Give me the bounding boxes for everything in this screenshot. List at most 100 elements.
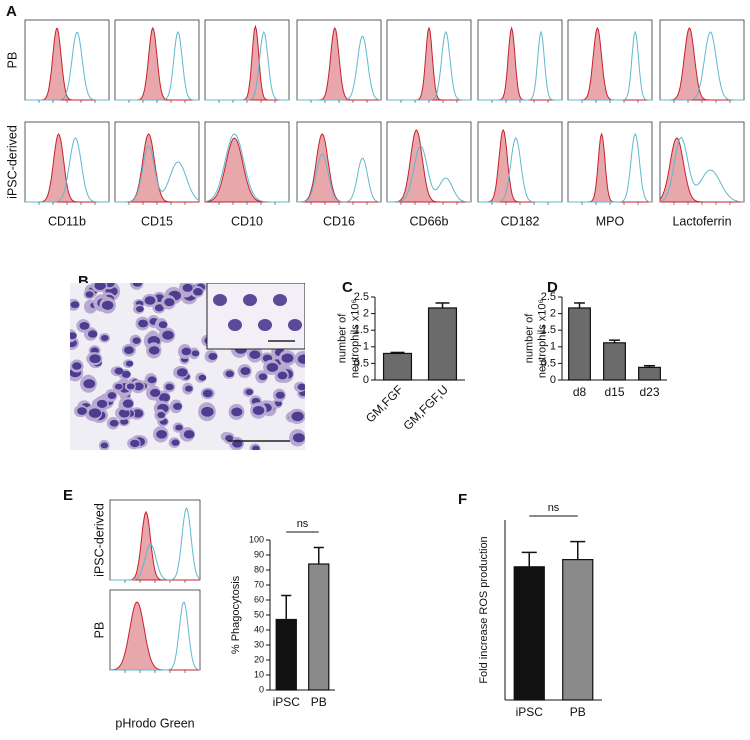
marker-label: Lactoferrin	[672, 214, 731, 228]
nucleus	[100, 442, 109, 449]
nucleus	[228, 319, 242, 331]
nucleus	[122, 399, 134, 408]
panel-label: D	[547, 279, 558, 296]
panel-label: B	[78, 273, 89, 290]
nucleus	[297, 383, 305, 391]
nucleus	[252, 445, 260, 450]
nucleus	[275, 391, 285, 399]
isotype-histogram	[659, 137, 744, 203]
isotype-histogram	[568, 132, 652, 203]
nucleus	[87, 330, 98, 338]
row-label: iPSC-derived	[5, 125, 19, 199]
isotype-histogram	[115, 133, 199, 203]
nucleus	[120, 418, 129, 425]
marker-histogram	[568, 132, 653, 203]
nucleus	[125, 360, 134, 367]
inset	[206, 283, 305, 350]
nucleus	[147, 376, 157, 384]
y-tick-label: 10	[254, 669, 264, 679]
x-tick-label: iPSC	[516, 705, 544, 719]
nucleus	[148, 346, 160, 355]
nucleus	[240, 367, 251, 375]
y-tick-label: 70	[254, 579, 264, 589]
nucleus	[135, 305, 144, 313]
x-tick-label: PB	[311, 695, 327, 709]
histogram-frame	[477, 121, 563, 203]
y-tick-label: 20	[254, 654, 264, 664]
nucleus	[281, 353, 294, 363]
nucleus	[162, 330, 174, 340]
nucleus	[249, 350, 261, 359]
nucleus	[297, 354, 305, 364]
histogram-frame	[109, 499, 201, 581]
y-tick-label: 0.5	[541, 357, 556, 369]
histogram-frame	[659, 19, 745, 101]
isotype-histogram	[478, 26, 562, 101]
x-tick-label: GM,FGF	[363, 382, 406, 425]
y-tick-label: 30	[254, 639, 264, 649]
marker-label: CD16	[323, 214, 355, 228]
y-tick-label: 2.5	[354, 291, 369, 303]
y-tick-label: 60	[254, 594, 264, 604]
y-tick-label: 2	[363, 308, 369, 320]
x-tick-label: d23	[639, 385, 659, 399]
nucleus	[101, 300, 114, 310]
nucleus	[164, 298, 175, 307]
x-tick-label: GM,FGF,U	[400, 382, 450, 432]
x-tick-label: d15	[604, 385, 624, 399]
nucleus	[198, 374, 207, 381]
isotype-histogram	[387, 26, 471, 101]
isotype-histogram	[660, 27, 744, 101]
isotype-histogram	[478, 128, 562, 203]
y-axis-label: number of	[523, 313, 535, 363]
nucleus	[201, 406, 214, 417]
row-label: PB	[92, 622, 106, 639]
nucleus	[277, 371, 288, 380]
significance-label: ns	[548, 502, 560, 514]
panel-label: C	[342, 279, 353, 296]
marker-histogram	[25, 31, 109, 101]
nucleus	[132, 283, 143, 287]
bar	[308, 563, 330, 691]
nucleus	[150, 388, 161, 397]
nucleus	[114, 367, 124, 375]
nucleus	[126, 383, 135, 390]
bar	[275, 618, 297, 691]
nucleus	[77, 407, 87, 415]
marker-histogram	[297, 153, 381, 203]
nucleus	[90, 347, 99, 354]
nucleus	[89, 354, 101, 364]
histogram-frame	[386, 121, 472, 203]
x-axis-label: pHrodo Green	[115, 716, 194, 730]
row-label: PB	[5, 52, 19, 69]
histogram-frame	[204, 19, 290, 101]
marker-histogram	[478, 30, 562, 101]
y-tick-label: 2.5	[541, 291, 556, 303]
nucleus	[175, 424, 183, 431]
nucleus	[183, 430, 195, 439]
nucleus	[171, 439, 180, 446]
y-tick-label: 80	[254, 564, 264, 574]
marker-histogram	[659, 136, 745, 203]
y-axis-label: neutrophils x10⁶	[349, 299, 361, 378]
nucleus	[70, 301, 80, 309]
isotype-histogram	[205, 24, 289, 101]
nucleus	[225, 370, 234, 378]
histogram-frame	[477, 19, 563, 101]
nucleus	[165, 383, 174, 391]
y-tick-label: 0	[363, 374, 369, 386]
bar	[513, 566, 545, 701]
significance-label: ns	[297, 518, 309, 530]
nucleus	[118, 408, 130, 418]
panel-label: F	[458, 491, 467, 508]
nucleus	[252, 405, 265, 415]
y-axis-label: Fold increase ROS production	[478, 536, 490, 683]
nucleus	[94, 283, 106, 291]
nucleus	[182, 283, 193, 292]
nucleus	[158, 393, 170, 402]
nucleus	[133, 382, 144, 391]
y-tick-label: 0	[259, 684, 264, 694]
bar	[562, 558, 594, 701]
histogram-frame	[24, 19, 110, 101]
row-label: iPSC-derived	[92, 503, 106, 577]
